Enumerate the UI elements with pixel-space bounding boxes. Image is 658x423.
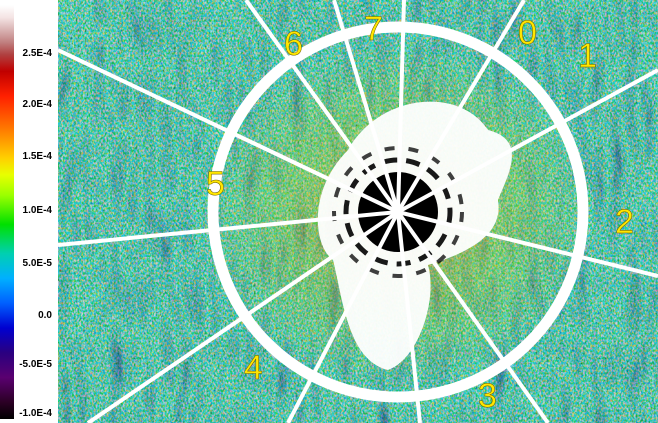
sector-label-7: 7 xyxy=(364,10,383,48)
colorbar-gradient xyxy=(0,5,14,419)
sector-label-6: 6 xyxy=(284,25,303,63)
colorbar-tick: 2.5E-4 xyxy=(22,48,52,59)
residual-map-svg: 0 1 2 3 4 5 6 7 xyxy=(58,0,658,423)
colorbar-tick: 0.0 xyxy=(38,310,52,321)
sector-label-5: 5 xyxy=(206,165,225,203)
colorbar-tick: -5.0E-5 xyxy=(19,359,52,370)
sector-label-0: 0 xyxy=(518,14,537,52)
colorbar-tick: -1.0E-4 xyxy=(19,408,52,419)
sector-label-3: 3 xyxy=(478,377,497,415)
sector-label-2: 2 xyxy=(615,203,634,241)
colorbar-tick: 1.5E-4 xyxy=(22,151,52,162)
residual-map-image: 0 1 2 3 4 5 6 7 xyxy=(58,0,658,423)
colorbar-tick: 2.0E-4 xyxy=(22,99,52,110)
colorbar-tick: 1.0E-4 xyxy=(22,205,52,216)
sector-label-4: 4 xyxy=(244,349,263,387)
colorbar-tick: 5.0E-5 xyxy=(22,258,52,269)
sector-label-1: 1 xyxy=(578,37,597,75)
annulus-ring xyxy=(207,21,589,403)
sector-dividers xyxy=(58,0,658,423)
